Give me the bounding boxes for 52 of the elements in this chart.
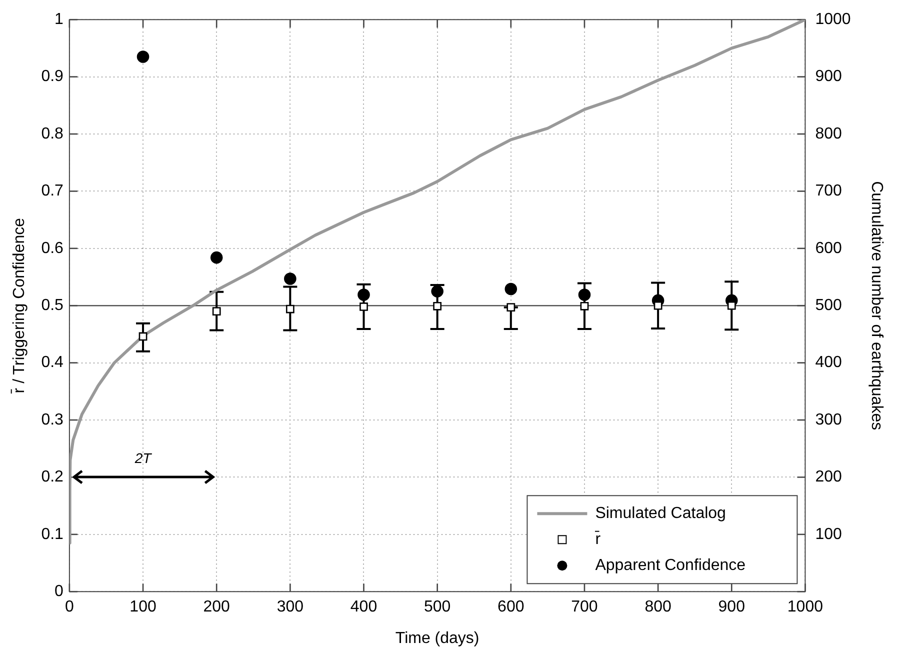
- annotation: 2T: [134, 450, 153, 466]
- point: [433, 302, 442, 310]
- y2-tick-label: 1000: [815, 11, 851, 28]
- y2-tick-label: 200: [815, 468, 842, 486]
- legend-label: Apparent Confidence: [595, 557, 746, 574]
- y2-tick-label: 700: [815, 182, 842, 200]
- point: [580, 302, 589, 310]
- point: [358, 288, 370, 301]
- y-tick-label: 0.5: [41, 297, 64, 314]
- y-tick-label: 0.3: [41, 411, 64, 428]
- point: [431, 285, 444, 298]
- y2-tick-label: 400: [815, 354, 842, 372]
- y-tick-label: 0.7: [41, 182, 64, 200]
- x-tick-label: 400: [350, 598, 378, 616]
- point: [578, 288, 591, 301]
- point: [138, 332, 148, 341]
- point: [210, 251, 223, 264]
- x-tick-label: 600: [498, 598, 524, 616]
- point: [136, 50, 150, 63]
- x-tick-label: 1000: [787, 598, 824, 616]
- y-tick-label: 0: [54, 583, 64, 600]
- legend-label: Simulated Catalog: [595, 505, 726, 522]
- y-tick-label: 0.9: [41, 68, 64, 86]
- y2-tick-label: 500: [815, 297, 842, 314]
- legend-label: r̄: [594, 530, 602, 548]
- y2-tick-label: 900: [815, 68, 842, 86]
- point: [286, 304, 294, 314]
- point: [360, 302, 368, 311]
- x-tick-label: 300: [276, 598, 304, 616]
- y2-tick-label: 100: [815, 526, 842, 543]
- y-tick-label: 0.1: [41, 526, 64, 543]
- y-tick-label: 0.2: [41, 468, 64, 486]
- point: [284, 272, 296, 285]
- y2-tick-label: 300: [815, 411, 842, 428]
- point: [506, 303, 516, 312]
- x-tick-label: 900: [718, 598, 746, 616]
- point: [212, 307, 221, 316]
- x-tick-label: 200: [203, 598, 230, 616]
- x-tick-label: 100: [130, 598, 156, 616]
- y-tick-label: 1: [54, 11, 64, 28]
- y-axis-title: r̄ / Triggering Confidence: [10, 218, 28, 394]
- y-tick-label: 0.8: [41, 125, 64, 142]
- point: [504, 282, 518, 296]
- x-tick-label: 700: [571, 598, 598, 616]
- y-tick-label: 0.6: [41, 240, 64, 257]
- x-tick-label: 800: [644, 598, 672, 616]
- x-tick-label: 500: [424, 598, 451, 616]
- y2-tick-label: 600: [815, 240, 842, 257]
- y-tick-label: 0.4: [41, 354, 64, 372]
- x-axis-title: Time (days): [395, 630, 480, 647]
- y2-tick-label: 800: [815, 125, 842, 142]
- y2-axis-title: Cumulative number of earthquakes: [868, 181, 885, 430]
